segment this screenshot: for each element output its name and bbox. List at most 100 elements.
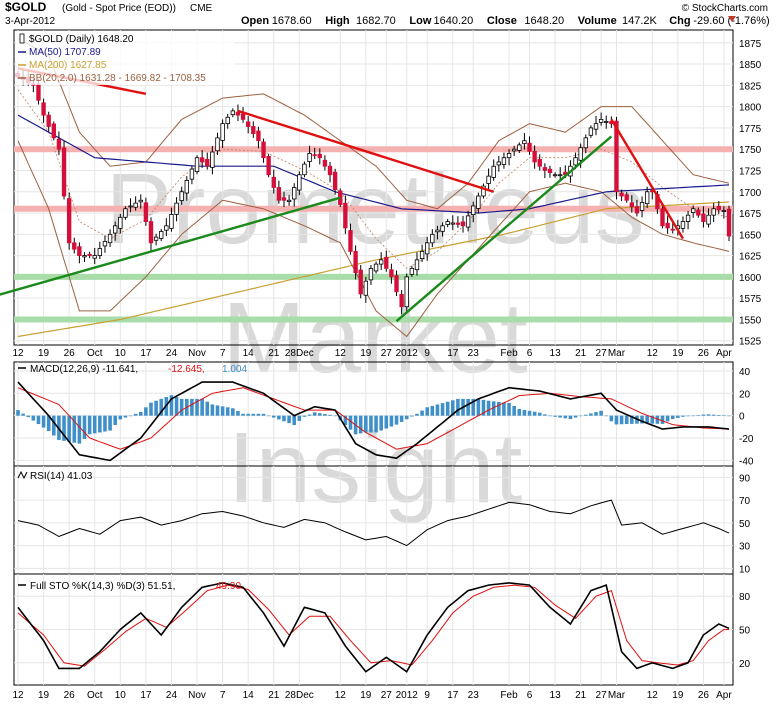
candle <box>189 165 195 185</box>
candle-body <box>174 202 179 215</box>
y-tick-label: -20 <box>739 434 754 445</box>
quote-value: 1682.70 <box>356 15 396 27</box>
candle-body <box>143 202 149 222</box>
x-tick-label: 14 <box>243 690 255 701</box>
x-tick-label: 27 <box>381 348 393 359</box>
macd-histogram-bar <box>205 401 210 416</box>
candle-body <box>450 222 455 225</box>
quote-row: Open 1678.60 High 1682.70 Low 1640.20 Close 164… <box>241 15 770 27</box>
x-tick-label: 26 <box>698 690 710 701</box>
candle-body <box>665 222 670 229</box>
candle-body <box>322 159 328 167</box>
x-tick-label: Feb <box>500 348 518 359</box>
macd-histogram-bar <box>481 399 486 416</box>
macd-histogram-bar <box>553 415 557 417</box>
macd-histogram-bar <box>630 415 634 424</box>
y-tick-label: -40 <box>739 456 754 467</box>
candle <box>297 171 302 196</box>
candle-body <box>256 130 261 142</box>
candle-body <box>82 255 87 258</box>
candle <box>245 115 251 134</box>
x-tick-label: 26 <box>698 348 710 359</box>
candle <box>701 206 706 228</box>
candle <box>87 251 92 259</box>
macd-histogram-bar <box>727 415 731 417</box>
candle-body <box>368 267 374 281</box>
y-tick-label: 1575 <box>739 294 762 305</box>
macd-histogram-bar <box>210 404 215 416</box>
macd-histogram-bar <box>282 415 286 422</box>
y-tick-label: 0 <box>739 412 745 423</box>
macd-histogram-bar <box>72 415 77 443</box>
candle-body <box>394 275 399 293</box>
macd-histogram-bar <box>159 398 164 416</box>
candle <box>286 195 292 206</box>
candle-body <box>373 263 379 272</box>
candle-body <box>634 206 640 214</box>
macd-histogram-bar <box>558 415 562 418</box>
macd-histogram-bar <box>36 415 41 425</box>
ma200-line <box>17 201 730 338</box>
candle-body <box>138 199 143 203</box>
macd-histogram-bar <box>471 398 476 416</box>
candle-body <box>624 194 629 201</box>
candle <box>491 159 496 181</box>
stochastic-d-line <box>17 584 729 667</box>
macd-histogram-bar <box>507 403 511 416</box>
candle <box>598 112 604 126</box>
macd-histogram-bar <box>220 406 225 416</box>
macd-histogram-bar <box>466 398 470 416</box>
x-tick-label: 12 <box>12 690 24 701</box>
macd-signal-line <box>17 387 730 450</box>
y-tick-label: 1875 <box>739 39 762 50</box>
candle-body <box>639 201 645 211</box>
x-tick-label: Apr <box>716 348 732 359</box>
candle-body <box>194 157 200 173</box>
candle <box>276 180 282 204</box>
candle-body <box>604 121 609 123</box>
candle <box>307 145 312 168</box>
stochastic-legend-entry: 49.90 <box>216 581 241 592</box>
macd-histogram-bar <box>21 413 25 416</box>
x-tick-label: 19 <box>38 348 50 359</box>
candle <box>537 154 542 171</box>
candle-body <box>46 114 51 127</box>
y-tick-label: 1800 <box>739 103 762 114</box>
candle-body <box>92 255 97 259</box>
x-tick-label: 23 <box>468 348 480 359</box>
quote-value: 1640.20 <box>434 15 474 27</box>
x-tick-label: 27 <box>596 690 608 701</box>
candle <box>102 235 108 253</box>
y-tick-label: 1775 <box>739 124 762 135</box>
candle-body <box>363 280 369 296</box>
candle <box>169 207 174 232</box>
macd-histogram-bar <box>231 408 235 416</box>
candle <box>271 169 276 194</box>
candle-body <box>399 293 404 308</box>
macd-histogram-bar <box>578 415 583 417</box>
macd-histogram-bar <box>256 413 261 416</box>
candle-body <box>573 157 578 166</box>
macd-histogram-bar <box>190 398 194 416</box>
price-panel-frame <box>13 29 734 346</box>
candle <box>174 197 179 222</box>
macd-histogram-bar <box>200 398 204 416</box>
candle <box>123 206 128 220</box>
candle-body <box>169 214 174 229</box>
candle-body <box>706 214 711 225</box>
candle <box>225 113 230 129</box>
candle <box>358 264 363 299</box>
macd-histogram-bar <box>456 398 460 416</box>
macd-histogram-bar <box>113 415 117 425</box>
macd-histogram-bar <box>328 414 332 416</box>
x-tick-label: 12 <box>335 690 347 701</box>
candle <box>501 152 507 169</box>
candle <box>583 134 588 153</box>
macd-histogram-bar <box>31 415 36 421</box>
macd-histogram-bar <box>77 415 82 444</box>
macd-histogram-bar <box>445 401 450 416</box>
candle <box>138 194 143 209</box>
x-tick-label: 9 <box>424 348 430 359</box>
x-tick-label: 23 <box>468 690 480 701</box>
macd-histogram-bar <box>307 414 312 416</box>
